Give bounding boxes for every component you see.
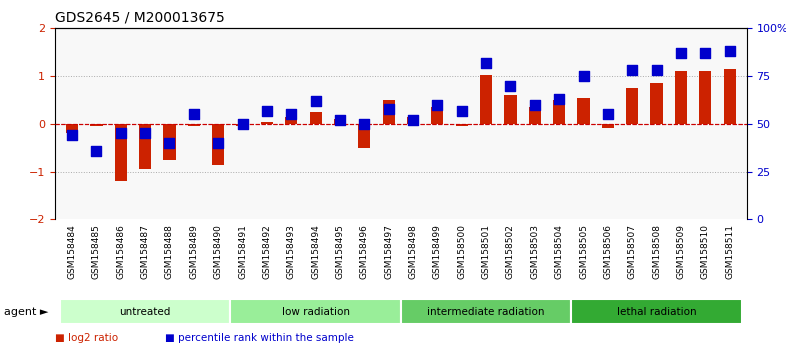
Point [261, 108, 274, 113]
Text: ■ log2 ratio: ■ log2 ratio [55, 333, 118, 343]
Point [479, 60, 492, 65]
Bar [66, 124, 78, 132]
Bar [90, 124, 102, 126]
Point [139, 131, 152, 136]
Bar [602, 124, 614, 128]
Bar [675, 71, 687, 124]
Point [528, 102, 541, 108]
Text: agent ►: agent ► [4, 307, 48, 316]
Text: intermediate radiation: intermediate radiation [428, 307, 545, 316]
Bar [334, 119, 346, 124]
Bar [553, 100, 565, 124]
Point [674, 50, 687, 56]
Point [66, 132, 79, 138]
Point [334, 117, 347, 123]
Text: GDS2645 / M200013675: GDS2645 / M200013675 [55, 11, 225, 25]
FancyBboxPatch shape [230, 299, 401, 324]
Bar [285, 117, 297, 124]
Point [163, 140, 176, 146]
Point [577, 73, 590, 79]
Bar [480, 75, 492, 124]
Bar [626, 88, 638, 124]
Bar [578, 98, 590, 124]
Bar [456, 124, 468, 126]
Point [431, 102, 443, 108]
Point [90, 148, 103, 154]
Bar [700, 71, 711, 124]
Bar [407, 117, 419, 124]
Point [553, 96, 565, 102]
FancyBboxPatch shape [571, 299, 742, 324]
Point [237, 121, 249, 127]
FancyBboxPatch shape [401, 299, 571, 324]
Point [358, 121, 371, 127]
Point [212, 140, 225, 146]
Bar [188, 124, 200, 126]
Bar [237, 124, 248, 126]
Text: ■ percentile rank within the sample: ■ percentile rank within the sample [165, 333, 354, 343]
Point [455, 108, 468, 113]
Point [115, 131, 127, 136]
Bar [651, 83, 663, 124]
Bar [163, 124, 175, 160]
Text: low radiation: low radiation [281, 307, 350, 316]
Bar [358, 124, 370, 148]
FancyBboxPatch shape [60, 299, 230, 324]
Point [723, 48, 736, 54]
Point [699, 50, 711, 56]
Bar [724, 69, 736, 124]
Point [310, 98, 322, 104]
Point [406, 117, 419, 123]
Point [285, 112, 298, 117]
Bar [115, 124, 127, 181]
Text: untreated: untreated [119, 307, 171, 316]
Bar [529, 107, 541, 124]
Text: lethal radiation: lethal radiation [617, 307, 696, 316]
Bar [212, 124, 224, 165]
Point [188, 112, 200, 117]
Point [383, 106, 395, 112]
Bar [432, 107, 443, 124]
Bar [505, 95, 516, 124]
Point [504, 83, 516, 88]
Bar [310, 112, 321, 124]
Bar [383, 100, 395, 124]
Bar [139, 124, 151, 169]
Point [626, 68, 638, 73]
Point [601, 112, 614, 117]
Bar [261, 121, 273, 124]
Point [650, 68, 663, 73]
